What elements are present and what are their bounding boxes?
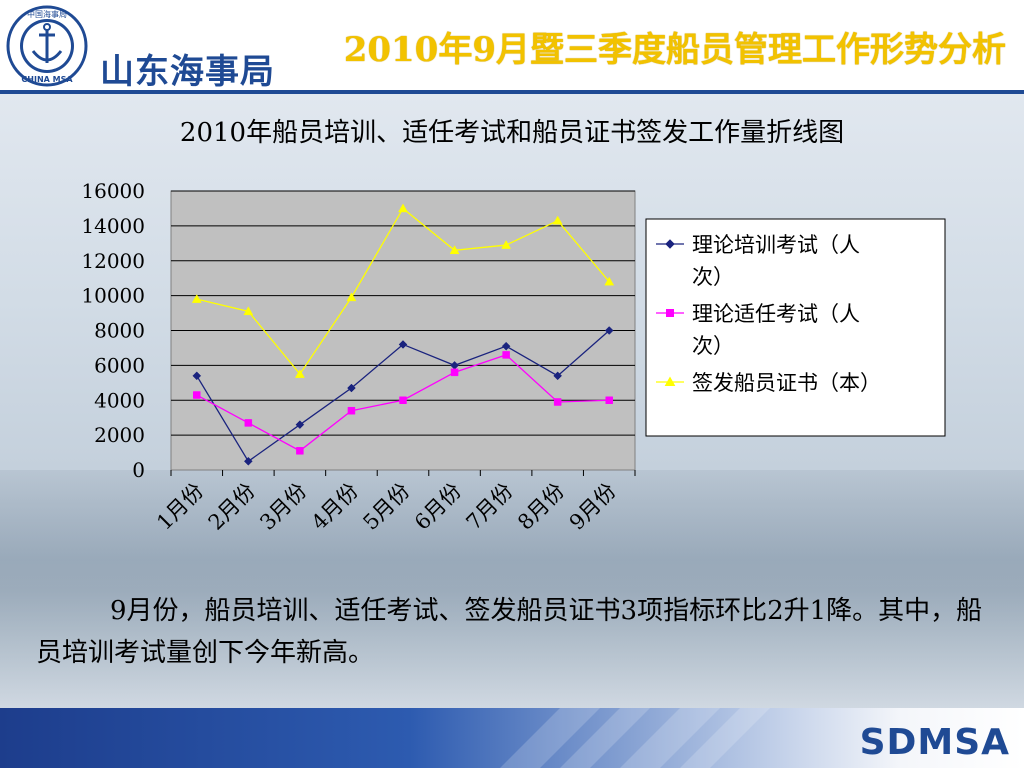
x-tick-label: 6月份 [410, 479, 466, 535]
data-point [605, 396, 613, 404]
legend-swatch-marker [666, 309, 674, 317]
data-point [553, 371, 563, 381]
x-tick-label: 2月份 [204, 479, 260, 535]
x-tick-label: 7月份 [462, 479, 518, 535]
y-tick-label: 12000 [81, 249, 145, 273]
data-point [450, 368, 459, 377]
summary-text: 9月份，船员培训、适任考试、签发船员证书3项指标环比2升1降。其中，船员培训考试… [36, 590, 986, 674]
data-point [604, 326, 614, 335]
data-point [604, 276, 615, 286]
y-tick-label: 14000 [81, 214, 145, 238]
data-point [399, 396, 407, 404]
data-point [295, 420, 305, 430]
y-tick-label: 16000 [81, 179, 145, 203]
data-point [449, 245, 460, 255]
line-chart: 0 2000 4000 6000 8000 10000 12000 14000 16000 1月份… [81, 179, 946, 535]
page-title: 2010年9月暨三季度船员管理工作形势分析 [343, 30, 1006, 70]
data-point [191, 294, 202, 303]
org-name: 山东海事局 [100, 52, 275, 92]
footer-bar [0, 708, 1024, 768]
data-point [501, 341, 511, 351]
footer-stripes [500, 708, 770, 768]
logo-bottom-text: CHINA MSA [21, 75, 73, 84]
data-point [501, 240, 512, 249]
legend-box [645, 218, 946, 437]
data-point [193, 391, 201, 399]
legend-label: 理论适任考试（人 [692, 302, 860, 326]
sea-backdrop [0, 470, 1024, 710]
data-point [244, 419, 253, 427]
y-tick-label: 10000 [81, 284, 145, 308]
data-point [347, 406, 356, 415]
footer-logo: SDMSA [859, 722, 1010, 763]
data-point [552, 215, 563, 225]
x-tick-label: 8月份 [513, 479, 569, 535]
x-tick-label: 5月份 [358, 479, 414, 535]
data-point [398, 340, 408, 349]
y-tick-label: 2000 [94, 423, 145, 447]
data-point [553, 398, 562, 406]
data-point [398, 203, 408, 213]
legend-label: 理论培训考试（人 [692, 233, 860, 257]
y-tick-label: 8000 [94, 319, 145, 343]
data-point [296, 447, 304, 455]
data-point [502, 351, 510, 359]
x-tick-label: 4月份 [307, 479, 363, 535]
chart-title: 2010年船员培训、适任考试和船员证书签发工作量折线图 [179, 118, 845, 148]
legend-label: 签发船员证书（本） [692, 371, 881, 395]
data-point [243, 456, 253, 466]
data-point [192, 371, 202, 381]
slide-header: 中国海事局 CHINA MSA 山东海事局 2010年9月暨三季度船员管理工作形… [0, 0, 1024, 92]
y-tick-label: 4000 [94, 388, 145, 412]
legend-swatch-marker [664, 376, 676, 386]
x-tick-label: 3月份 [255, 479, 311, 535]
data-point [294, 369, 305, 378]
data-point [243, 306, 254, 316]
china-msa-logo: 中国海事局 CHINA MSA [6, 5, 88, 87]
data-point [347, 383, 356, 393]
x-tick-label: 1月份 [152, 479, 208, 535]
y-tick-label: 0 [132, 458, 145, 482]
header-divider [0, 90, 1024, 94]
legend-swatch-marker [665, 239, 675, 249]
legend-label: 次） [692, 265, 734, 289]
summary-body: 9月份，船员培训、适任考试、签发船员证书3项指标环比2升1降。其中，船员培训考试… [36, 596, 983, 668]
logo-top-text: 中国海事局 [27, 9, 67, 19]
legend-label: 次） [692, 334, 734, 358]
data-point [346, 292, 357, 302]
x-tick-label: 9月份 [565, 479, 621, 535]
y-tick-label: 6000 [94, 353, 145, 377]
